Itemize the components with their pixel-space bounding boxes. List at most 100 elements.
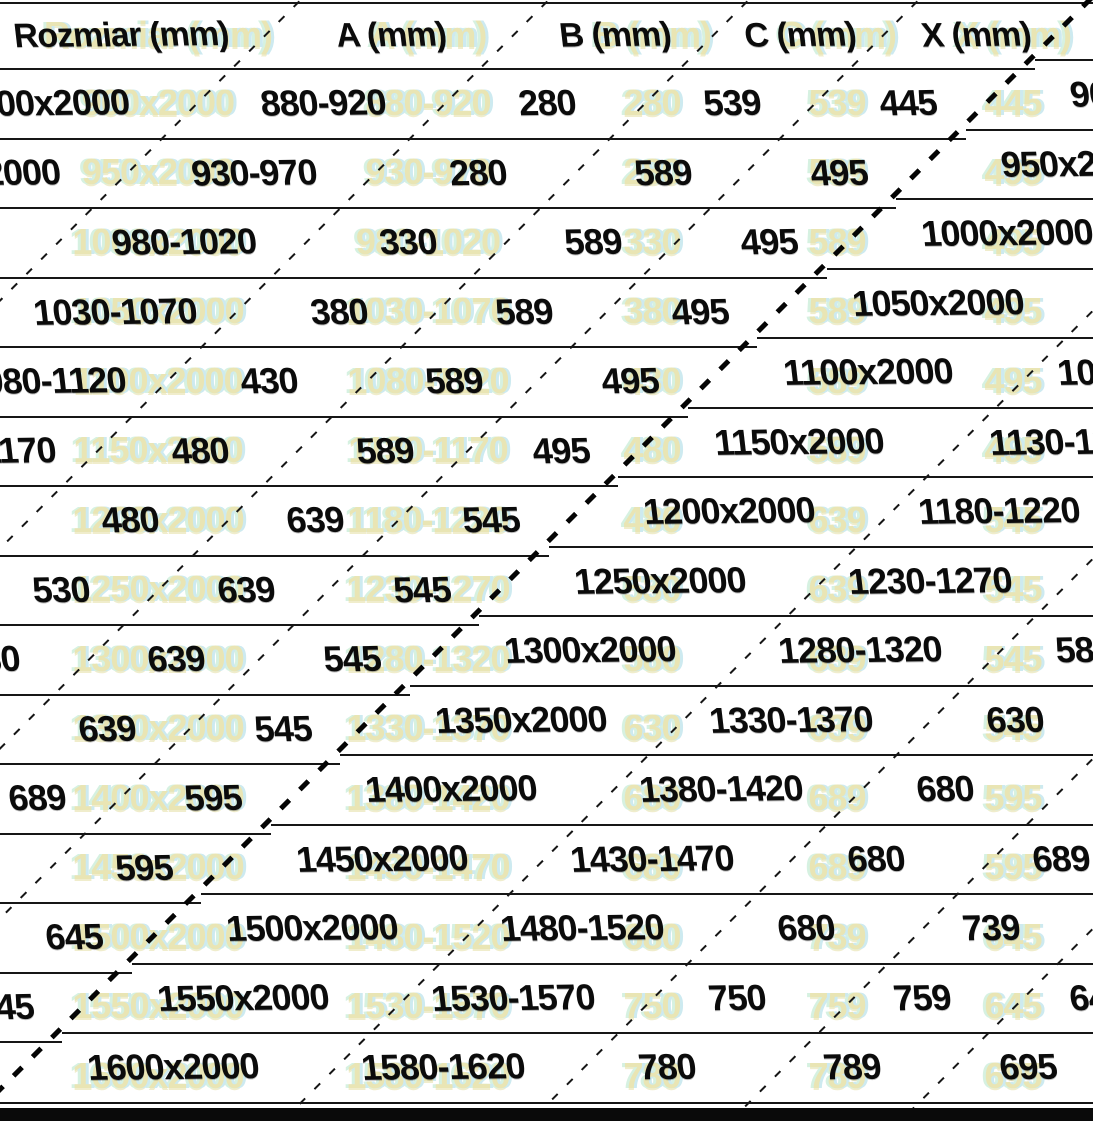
ghost-table-cell: 639: [808, 568, 866, 610]
ghost-table-cell: 1380-1420: [346, 776, 510, 818]
ghost-table-cell: 589: [808, 290, 866, 332]
ghost-table-cell: 280: [623, 151, 681, 193]
row-border-line-wrapped: [270, 823, 1093, 826]
ghost-table-cell: 1430-1470: [346, 846, 510, 888]
ghost-table-cell: 589: [808, 359, 866, 401]
ghost-table-cell: 545: [984, 707, 1042, 749]
ghost-table-row: 1050x2000 1030-1070 380 589 495: [12, 277, 1093, 347]
ghost-table-cell: 980-1020: [355, 220, 501, 262]
ghost-table-cell: 680: [623, 776, 681, 818]
row-border-line: [0, 902, 201, 904]
ghost-table-row: 1200x2000 1180-1220 480 639 545: [12, 485, 1093, 555]
ghost-table-cell: 789: [808, 1054, 866, 1096]
ghost-table-cell: 1600x2000: [72, 1054, 244, 1096]
ghost-table-cell: 1050x2000: [72, 290, 244, 332]
ghost-table-row: 1100x2000 1080-1120 430 589 495: [12, 346, 1093, 416]
ghost-table-cell: 1100x2000: [73, 359, 243, 401]
row-border-line-wrapped: [62, 1032, 1093, 1034]
column-border-line: [730, 758, 1093, 1121]
column-border-line: [282, 310, 1093, 1121]
ghost-table-cell: 1400x2000: [72, 776, 244, 818]
row-border-line-wrapped: [340, 754, 1093, 756]
ghost-header-cell: B (mm): [593, 14, 712, 55]
ghost-table-cell: 595: [984, 776, 1042, 818]
row-border-line: [0, 137, 966, 140]
ghost-table-cell: 589: [808, 429, 866, 471]
row-border-line-wrapped: [548, 545, 1093, 548]
ghost-table-cell: 630: [623, 707, 681, 749]
row-border-line: [0, 346, 757, 348]
ghost-table-cell: 589: [808, 151, 866, 193]
ghost-table-cell: 495: [984, 151, 1042, 193]
row-border-line: [0, 832, 271, 835]
ghost-table-cell: 530: [623, 568, 681, 610]
ghost-table-cell: 495: [984, 429, 1042, 471]
row-border-line-wrapped: [618, 476, 1093, 478]
ghost-table-row: 1600x2000 1580-1620 780 789 695: [12, 1041, 1093, 1111]
ghost-table-cell: 680: [623, 846, 681, 888]
column-border-line: [0, 0, 749, 751]
row-border-line: [0, 276, 827, 279]
ghost-table-cell: 495: [984, 359, 1042, 401]
ghost-header-cell: A (mm): [369, 14, 488, 55]
row-border-line: [0, 624, 479, 626]
ghost-table-cell: 1580-1620: [346, 1054, 510, 1096]
ghost-table-cell: 1150x2000: [73, 429, 243, 471]
ghost-table-cell: 1530-1570: [346, 985, 510, 1027]
ghost-table-row: 1450x2000 1430-1470 680 689 595: [12, 833, 1093, 903]
ghost-table-cell: 495: [984, 220, 1042, 262]
ghost-table-cell: 780: [623, 1054, 681, 1096]
row-border-line: [0, 1041, 62, 1043]
row-border-line-wrapped: [201, 893, 1093, 895]
ghost-table-row: 1500x2000 1480-1520 680 739 645: [12, 902, 1093, 972]
ghost-table-cell: 539: [808, 81, 866, 123]
ghost-table-cell: 1180-1220: [347, 498, 509, 540]
ghost-table-cell: 595: [984, 846, 1042, 888]
ghost-table-layer: Rozmiar (mm) A (mm) B (mm) C (mm) X (mm) 900x…: [12, 0, 1093, 1121]
ghost-table-cell: 380: [623, 290, 681, 332]
row-border-line-wrapped: [757, 337, 1093, 339]
row-border-line: [0, 971, 132, 974]
row-border-line: [0, 485, 618, 487]
row-border-line: [0, 207, 896, 209]
ghost-header-row: Rozmiar (mm) A (mm) B (mm) C (mm) X (mm): [12, 2, 1093, 68]
ghost-table-cell: 1450x2000: [72, 846, 244, 888]
ghost-table-cell: 545: [984, 568, 1042, 610]
ghost-table-cell: 1350x2000: [72, 707, 244, 749]
row-border-line: [0, 554, 549, 557]
ghost-table-cell: 1000x2000: [72, 220, 244, 262]
ghost-table-cell: 639: [808, 707, 866, 749]
ghost-table-cell: 480: [623, 498, 681, 540]
row-border-line: [0, 415, 688, 418]
column-border-line: [0, 0, 549, 548]
ghost-table-cell: 1030-1070: [346, 290, 510, 332]
ghost-table-cell: 680: [623, 915, 681, 957]
ghost-table-cell: 689: [808, 846, 866, 888]
ghost-table-cell: 330: [623, 220, 681, 262]
ghost-table-cell: 950x2000: [81, 151, 235, 193]
row-border-line-wrapped: [826, 267, 1093, 270]
row-border-line-wrapped: [965, 128, 1093, 131]
ghost-table-cell: 1080-1120: [347, 359, 509, 401]
ghost-table-cell: 639: [808, 498, 866, 540]
column-border-line: [0, 0, 300, 302]
ghost-table-row: 1150x2000 1130-1170 480 589 495: [12, 416, 1093, 486]
row-border-line: [0, 693, 410, 696]
ghost-table-row: 950x2000 930-970 280 589 495: [12, 138, 1093, 208]
ghost-table-cell: 430: [623, 359, 681, 401]
ghost-table-cell: 639: [808, 637, 866, 679]
ghost-table-cell: 1480-1520: [346, 915, 510, 957]
ghost-table-cell: 739: [808, 915, 866, 957]
ghost-table-cell: 545: [984, 498, 1042, 540]
ghost-table-row: 1400x2000 1380-1420 680 689 595: [12, 763, 1093, 833]
ghost-header-cell: C (mm): [778, 14, 897, 55]
column-border-line: [900, 928, 1093, 1121]
ghost-table-cell: 880-920: [365, 81, 491, 123]
row-border-line-wrapped: [1035, 59, 1093, 61]
table-bottom-border: [0, 1108, 1093, 1121]
ghost-header-cell: Rozmiar (mm): [43, 14, 273, 55]
row-border-line: [0, 763, 340, 765]
